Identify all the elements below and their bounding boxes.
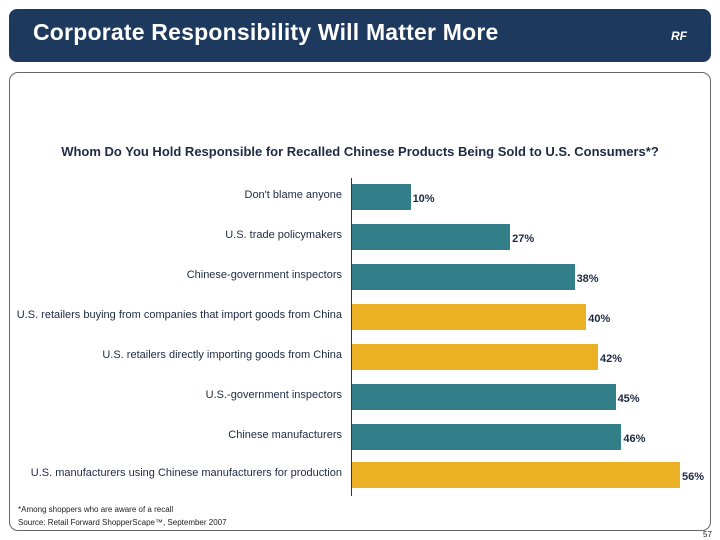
rf-logo: RF — [671, 29, 687, 43]
bar — [352, 424, 622, 450]
category-label: U.S.-government inspectors — [205, 389, 342, 401]
value-label: 42% — [600, 353, 623, 365]
value-label: 10% — [412, 193, 435, 205]
header-bar: Corporate Responsibility Will Matter Mor… — [9, 9, 711, 62]
content-panel — [9, 72, 711, 531]
value-label: 27% — [512, 233, 535, 245]
category-label: U.S. trade policymakers — [225, 229, 342, 241]
value-label: 38% — [576, 273, 599, 285]
value-label: 46% — [623, 433, 646, 445]
category-label: U.S. manufacturers using Chinese manufac… — [30, 467, 342, 479]
category-label: Chinese manufacturers — [228, 429, 342, 441]
bar — [352, 304, 587, 330]
bar — [352, 344, 598, 370]
category-label: U.S. retailers directly importing goods … — [102, 349, 342, 361]
bar — [352, 264, 575, 290]
value-label: 40% — [588, 313, 611, 325]
value-label: 56% — [682, 471, 705, 483]
bar — [352, 462, 680, 488]
category-axis — [351, 178, 352, 496]
bar — [352, 184, 411, 210]
category-label: Chinese-government inspectors — [186, 269, 342, 281]
chart-title: Whom Do You Hold Responsible for Recalle… — [61, 144, 659, 159]
slide-title: Corporate Responsibility Will Matter Mor… — [33, 19, 499, 45]
category-label: U.S. retailers buying from companies tha… — [16, 309, 342, 321]
bar — [352, 384, 616, 410]
bar — [352, 224, 511, 250]
footnote: *Among shoppers who are aware of a recal… — [18, 505, 174, 514]
source-note: Source: Retail Forward ShopperScape™, Se… — [18, 518, 227, 527]
category-label: Don't blame anyone — [244, 189, 343, 201]
value-label: 45% — [617, 393, 640, 405]
page-number: 57 — [703, 530, 712, 539]
